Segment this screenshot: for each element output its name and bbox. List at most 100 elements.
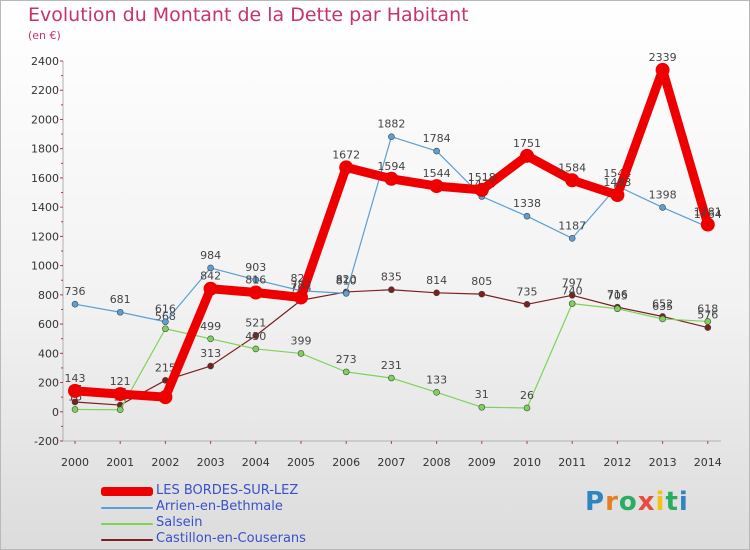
data-point bbox=[342, 290, 350, 297]
data-label: 716 bbox=[607, 288, 628, 301]
legend-label: Castillon-en-Couserans bbox=[156, 531, 306, 546]
y-tick-label: 400 bbox=[38, 347, 59, 360]
data-point bbox=[207, 362, 214, 370]
x-tick-label: 2009 bbox=[468, 456, 496, 469]
data-label: 1398 bbox=[649, 188, 677, 201]
data-point bbox=[116, 308, 124, 316]
data-point bbox=[294, 290, 308, 305]
logo-letter: t bbox=[665, 487, 679, 517]
data-point bbox=[252, 332, 260, 339]
chart-unit-label: (en €) bbox=[28, 29, 61, 42]
data-label: 399 bbox=[291, 334, 312, 347]
data-label: 1584 bbox=[558, 161, 586, 174]
data-point bbox=[520, 148, 534, 163]
data-point bbox=[252, 276, 260, 284]
data-label: 616 bbox=[155, 303, 176, 316]
x-tick-label: 2005 bbox=[287, 456, 315, 469]
data-point bbox=[116, 406, 124, 414]
data-label: 903 bbox=[245, 261, 266, 274]
data-point bbox=[388, 286, 395, 294]
data-label: 1784 bbox=[423, 132, 451, 145]
data-label: 740 bbox=[562, 285, 583, 298]
data-label: 681 bbox=[110, 293, 131, 306]
data-label: 782 bbox=[291, 278, 312, 291]
data-point bbox=[523, 301, 531, 308]
data-point bbox=[610, 188, 625, 203]
data-point bbox=[388, 133, 395, 141]
data-point bbox=[207, 264, 214, 272]
data-point bbox=[700, 217, 715, 232]
data-label: 835 bbox=[381, 271, 402, 284]
legend-swatch bbox=[101, 507, 153, 509]
data-point bbox=[248, 285, 263, 300]
data-label: 842 bbox=[200, 270, 221, 283]
data-point bbox=[523, 404, 531, 412]
data-point bbox=[568, 234, 576, 242]
data-label: 430 bbox=[245, 330, 266, 343]
data-point bbox=[68, 383, 82, 398]
data-label: 568 bbox=[155, 310, 176, 323]
data-point bbox=[429, 179, 444, 194]
x-tick-label: 2007 bbox=[377, 456, 405, 469]
data-label: 1751 bbox=[513, 137, 541, 150]
logo-letter: x bbox=[637, 487, 656, 517]
data-label: 1672 bbox=[332, 148, 360, 161]
x-tick-label: 2008 bbox=[423, 456, 451, 469]
y-tick-label: 200 bbox=[38, 377, 59, 390]
data-point bbox=[158, 390, 173, 405]
data-label: 521 bbox=[245, 317, 266, 330]
data-point bbox=[704, 318, 712, 325]
data-point bbox=[568, 300, 576, 307]
x-tick-label: 2002 bbox=[151, 456, 179, 469]
y-tick-label: 1800 bbox=[31, 143, 59, 156]
y-tick-label: 1200 bbox=[31, 230, 59, 243]
data-point bbox=[704, 324, 712, 331]
logo-letter: i bbox=[678, 487, 689, 517]
data-point bbox=[113, 387, 128, 402]
data-point bbox=[71, 300, 79, 308]
data-label: 133 bbox=[426, 373, 447, 386]
logo-letter: r bbox=[605, 487, 619, 517]
x-tick-label: 2004 bbox=[242, 456, 270, 469]
data-point bbox=[297, 350, 305, 357]
data-label: 618 bbox=[697, 302, 718, 315]
data-label: 797 bbox=[562, 276, 583, 289]
data-point bbox=[388, 374, 395, 382]
data-label: 143 bbox=[65, 372, 86, 385]
data-point bbox=[478, 403, 486, 411]
data-label: 736 bbox=[65, 285, 86, 298]
data-point bbox=[433, 389, 440, 396]
x-tick-label: 2003 bbox=[197, 456, 225, 469]
x-tick-label: 2011 bbox=[558, 456, 586, 469]
y-tick-label: 2200 bbox=[31, 84, 59, 97]
x-tick-label: 2010 bbox=[513, 456, 541, 469]
data-point bbox=[71, 398, 79, 406]
data-label: 26 bbox=[520, 389, 534, 402]
data-label: 635 bbox=[652, 300, 673, 313]
y-tick-label: 600 bbox=[38, 318, 59, 331]
data-label: 1882 bbox=[377, 118, 405, 131]
y-tick-label: 0 bbox=[52, 406, 59, 419]
data-label: 810 bbox=[336, 274, 357, 287]
data-point bbox=[655, 62, 670, 77]
data-point bbox=[203, 281, 218, 296]
data-point bbox=[433, 289, 440, 297]
data-label: 735 bbox=[517, 285, 538, 298]
legend-label: Salsein bbox=[156, 515, 203, 530]
x-tick-label: 2013 bbox=[649, 456, 677, 469]
y-tick-label: 1600 bbox=[31, 172, 59, 185]
data-point bbox=[433, 147, 440, 155]
x-tick-label: 2014 bbox=[694, 456, 722, 469]
data-label: 984 bbox=[200, 249, 221, 262]
data-label: 1518 bbox=[468, 171, 496, 184]
y-tick-label: 800 bbox=[38, 289, 59, 302]
data-label: 816 bbox=[245, 274, 266, 287]
data-point bbox=[474, 182, 489, 197]
x-tick-label: 2000 bbox=[61, 456, 89, 469]
y-tick-label: 2400 bbox=[31, 55, 59, 68]
data-label: 499 bbox=[200, 320, 221, 333]
legend-swatch bbox=[101, 523, 153, 525]
legend-swatch bbox=[101, 539, 153, 541]
